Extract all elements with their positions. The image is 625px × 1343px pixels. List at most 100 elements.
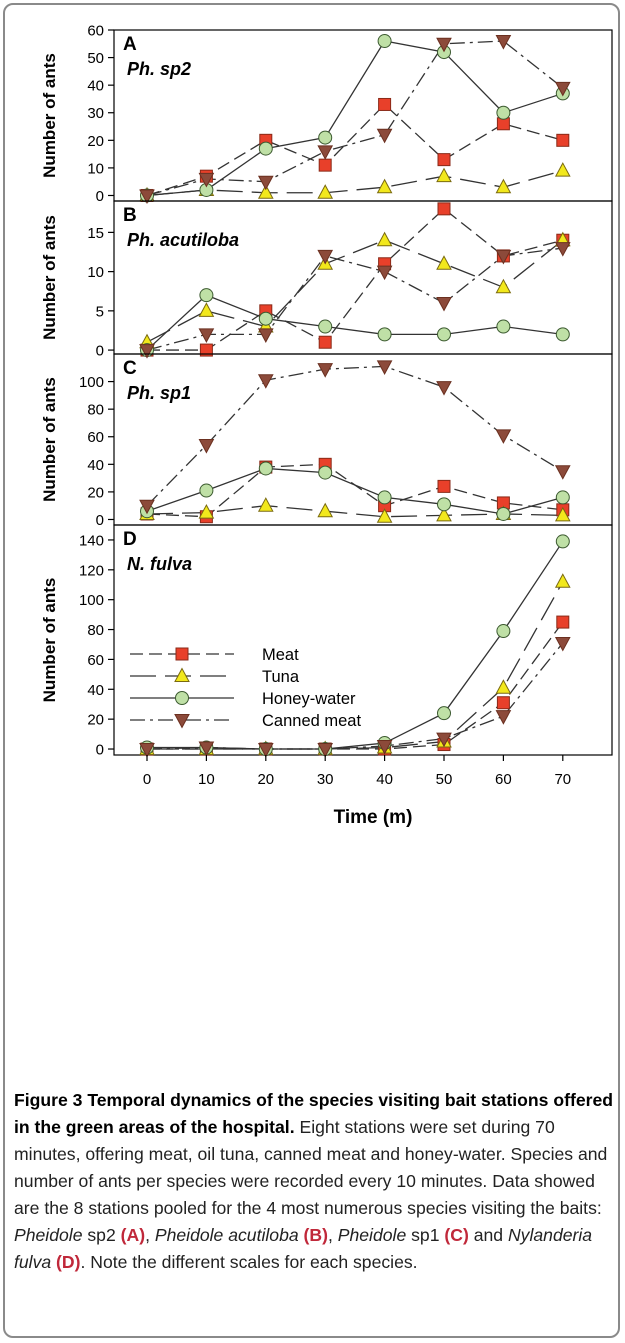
species-label: Ph. sp1: [127, 383, 191, 403]
y-axis-label: Number of ants: [40, 578, 59, 703]
point-canned: [198, 172, 215, 188]
x-tick-label: 60: [495, 771, 512, 788]
series-line-tuna: [146, 239, 564, 343]
y-tick-label: 140: [79, 532, 104, 549]
point-meat: [556, 615, 570, 629]
x-tick-label: 40: [376, 771, 393, 788]
point-honey: [496, 624, 511, 639]
point-tuna: [436, 255, 452, 270]
point-honey: [555, 490, 570, 505]
legend-marker-meat: [175, 647, 189, 661]
point-canned: [257, 374, 274, 389]
y-tick-label: 0: [96, 188, 104, 205]
point-honey: [555, 534, 570, 549]
point-canned: [436, 381, 452, 396]
y-tick-label: 80: [87, 622, 104, 639]
y-tick-label: 100: [79, 374, 104, 391]
legend-marker-honey: [175, 691, 189, 705]
point-tuna: [376, 508, 393, 523]
point-honey: [258, 141, 273, 156]
panel-letter: C: [123, 358, 137, 379]
point-canned: [257, 328, 274, 343]
point-tuna: [495, 278, 512, 294]
series-line-meat: [147, 207, 563, 351]
point-honey: [496, 105, 511, 120]
point-canned: [554, 81, 571, 97]
point-meat: [437, 479, 451, 493]
point-canned: [495, 35, 512, 50]
point-canned: [495, 429, 512, 444]
panel-letter: A: [123, 34, 137, 55]
panel-letter: D: [123, 529, 137, 550]
panel-frame: [113, 29, 613, 202]
y-tick-label: 10: [87, 264, 104, 281]
caption-sep-3: and: [468, 1225, 508, 1245]
point-meat: [199, 343, 213, 357]
point-tuna: [257, 184, 274, 199]
point-honey: [199, 288, 214, 303]
point-canned: [317, 363, 334, 378]
caption-ref-d: (D): [51, 1252, 81, 1272]
y-tick-label: 80: [87, 402, 104, 419]
y-tick-label: 30: [87, 105, 104, 122]
point-tuna: [376, 231, 393, 247]
panel-letter: B: [123, 205, 137, 226]
point-meat: [437, 202, 451, 216]
point-canned: [376, 740, 393, 755]
x-tick-label: 10: [198, 771, 215, 788]
x-axis-label: Time (m): [334, 807, 413, 828]
y-tick-label: 0: [96, 343, 104, 360]
caption-sep-2: ,: [327, 1225, 338, 1245]
panel-frame: [113, 353, 613, 526]
point-honey: [437, 706, 451, 721]
point-meat: [556, 133, 570, 147]
y-tick-label: 0: [96, 742, 104, 759]
caption-species-a: Pheidole: [14, 1225, 83, 1245]
point-honey: [258, 311, 273, 326]
point-tuna: [198, 302, 215, 317]
point-honey: [496, 506, 511, 521]
y-tick-label: 40: [87, 682, 104, 699]
series-line-honey: [146, 467, 563, 515]
y-tick-label: 100: [79, 592, 104, 609]
legend-label-meat: Meat: [262, 646, 299, 664]
figure-frame: [3, 3, 620, 1338]
point-canned: [198, 328, 215, 343]
point-canned: [317, 743, 334, 758]
panel-b: 0 5 10 15 Number of ants B Ph. acutiloba: [40, 200, 613, 360]
point-canned: [139, 743, 155, 758]
point-meat: [318, 158, 332, 172]
series-line-meat: [146, 103, 563, 197]
caption-ref-a: (A): [120, 1225, 146, 1245]
point-tuna: [257, 497, 274, 512]
caption-species-b: Pheidole acutiloba: [154, 1225, 299, 1245]
series-line-meat: [147, 621, 564, 750]
y-axis-label: Number of ants: [40, 53, 59, 178]
caption-title: Figure 3 Temporal dynamics of the specie…: [14, 1090, 613, 1137]
caption-sep-1: ,: [145, 1225, 155, 1245]
y-tick-label: 20: [87, 712, 104, 729]
point-canned: [554, 242, 571, 257]
series-line-honey: [146, 40, 564, 197]
point-tuna: [198, 504, 215, 519]
panel-c: 0 20 40 60 80 100 Number of ants C Ph. sp1: [40, 353, 613, 529]
point-honey: [199, 483, 214, 498]
x-tick-label: 20: [257, 771, 274, 788]
legend-label-canned: Canned meat: [262, 712, 361, 730]
figure-caption: Figure 3 Temporal dynamics of the specie…: [14, 1087, 614, 1276]
point-tuna: [376, 178, 393, 194]
caption-species-c: Pheidole: [337, 1225, 407, 1245]
point-honey: [377, 34, 392, 49]
point-canned: [317, 249, 334, 265]
y-axis-label: Number of ants: [40, 377, 59, 502]
point-canned: [495, 249, 512, 265]
point-tuna: [554, 506, 571, 522]
point-tuna: [495, 679, 512, 694]
caption-text-1: Eight stations were set during 70 minute…: [14, 1117, 608, 1218]
legend: Meat Tuna Honey-water Canned meat: [130, 646, 361, 730]
point-canned: [317, 145, 334, 160]
point-honey: [437, 497, 451, 512]
point-honey: [496, 319, 511, 334]
y-tick-label: 60: [87, 429, 104, 446]
